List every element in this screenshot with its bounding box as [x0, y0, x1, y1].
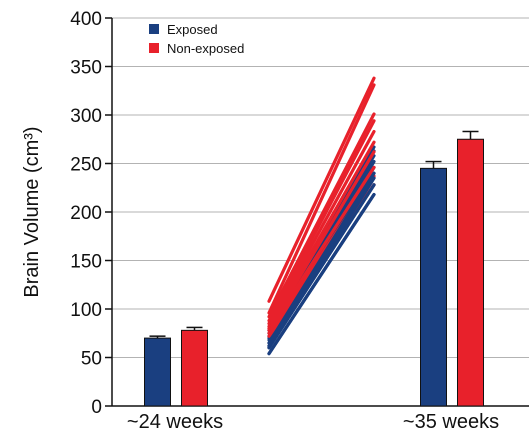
- legend-label: Non-exposed: [167, 41, 244, 56]
- y-tick-label: 300: [70, 106, 102, 127]
- legend-label: Exposed: [167, 22, 218, 37]
- bar: [457, 138, 484, 407]
- trajectory-line: [267, 83, 376, 315]
- trajectory-line: [267, 140, 376, 329]
- y-tick-label: 150: [70, 252, 102, 273]
- legend: Exposed Non-exposed: [149, 22, 244, 56]
- trajectory-line: [267, 150, 376, 330]
- y-tick-label: 0: [91, 397, 102, 418]
- y-tick-label: 250: [70, 155, 102, 176]
- trajectory-line: [267, 165, 376, 332]
- trajectory-line: [267, 119, 376, 323]
- y-axis: 0 50 100 150 200 250 300 350 400: [70, 9, 529, 418]
- y-tick-label: 400: [70, 9, 102, 30]
- y-tick-label: 350: [70, 58, 102, 79]
- trajectory-line: [267, 129, 376, 326]
- x-category-label: ~35 weeks: [403, 411, 499, 433]
- x-category-label: ~24 weeks: [127, 411, 223, 433]
- trajectory-line: [267, 171, 376, 345]
- y-tick-label: 200: [70, 203, 102, 224]
- bars: [144, 130, 484, 407]
- x-category-labels: ~24 weeks ~35 weeks: [127, 411, 499, 433]
- trajectory-line: [267, 112, 376, 319]
- bar: [181, 329, 208, 407]
- legend-swatch: [149, 24, 159, 34]
- y-axis-label: Brain Volume (cm³): [21, 126, 43, 297]
- legend-swatch: [149, 43, 159, 53]
- y-tick-label: 50: [81, 349, 102, 370]
- bar: [420, 167, 447, 407]
- individual-trajectories: [267, 76, 376, 356]
- y-tick-label: 100: [70, 300, 102, 321]
- trajectory-line: [267, 192, 376, 356]
- trajectory-line: [267, 176, 376, 348]
- trajectory-line: [267, 76, 376, 303]
- bar: [144, 337, 171, 407]
